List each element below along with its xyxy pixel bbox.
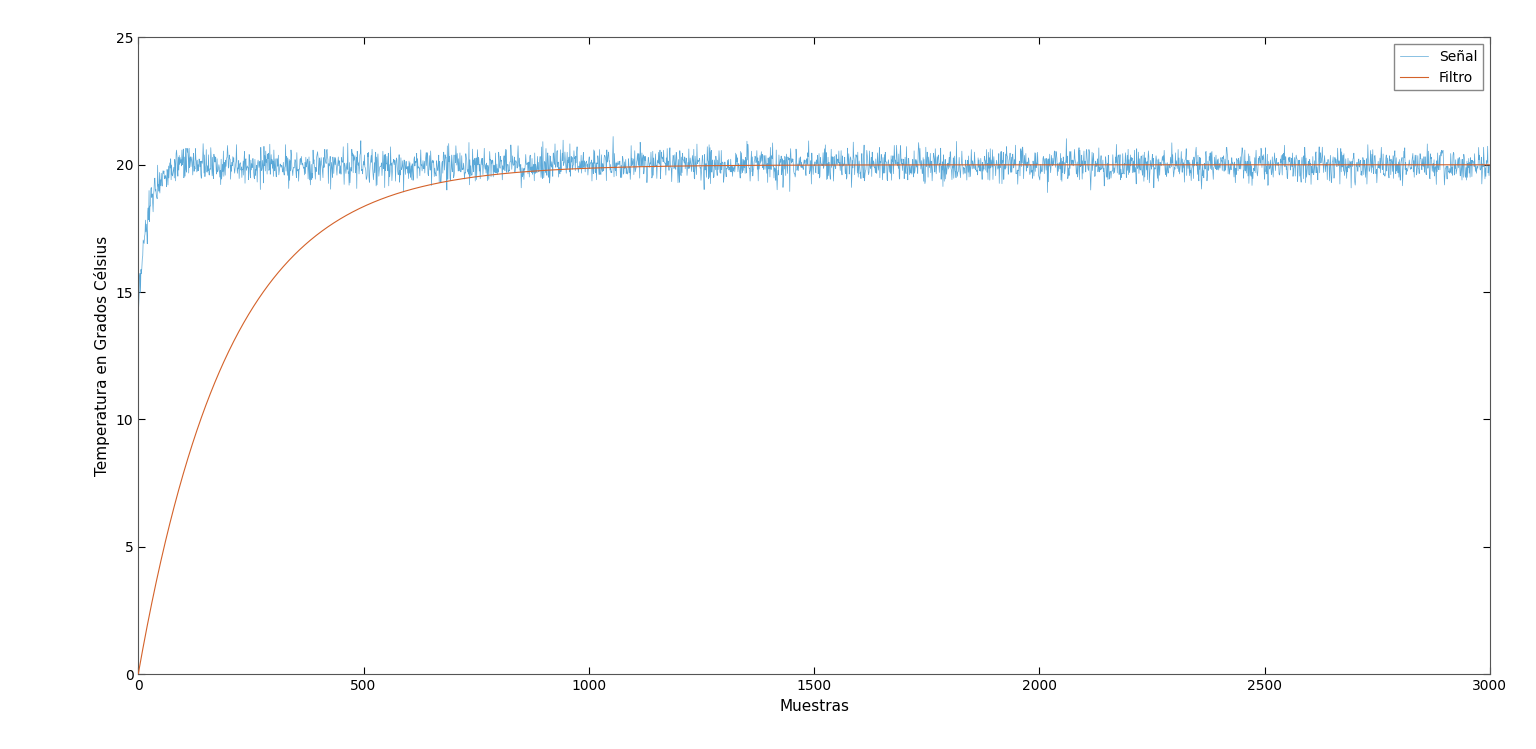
- Señal: [707, 151, 725, 160]
- Line: Señal: Señal: [138, 136, 1490, 306]
- Señal: [284, 171, 303, 180]
- Line: Filtro: Filtro: [138, 165, 1490, 674]
- Filtro: [705, 161, 723, 170]
- Señal: [129, 302, 147, 311]
- Señal: [648, 159, 667, 168]
- Filtro: [364, 198, 382, 207]
- Filtro: [1453, 160, 1471, 169]
- Filtro: [647, 162, 665, 171]
- Señal: [1481, 161, 1499, 170]
- Legend: Señal, Filtro: Señal, Filtro: [1395, 44, 1482, 91]
- Filtro: [129, 670, 147, 679]
- Señal: [129, 297, 147, 306]
- Señal: [604, 132, 622, 141]
- Filtro: [283, 252, 301, 261]
- Señal: [1309, 157, 1327, 166]
- X-axis label: Muestras: Muestras: [779, 699, 849, 714]
- Filtro: [1309, 160, 1327, 169]
- Y-axis label: Temperatura en Grados Célsius: Temperatura en Grados Célsius: [94, 236, 111, 476]
- Señal: [1455, 150, 1473, 159]
- Filtro: [1481, 160, 1499, 169]
- Señal: [364, 169, 382, 178]
